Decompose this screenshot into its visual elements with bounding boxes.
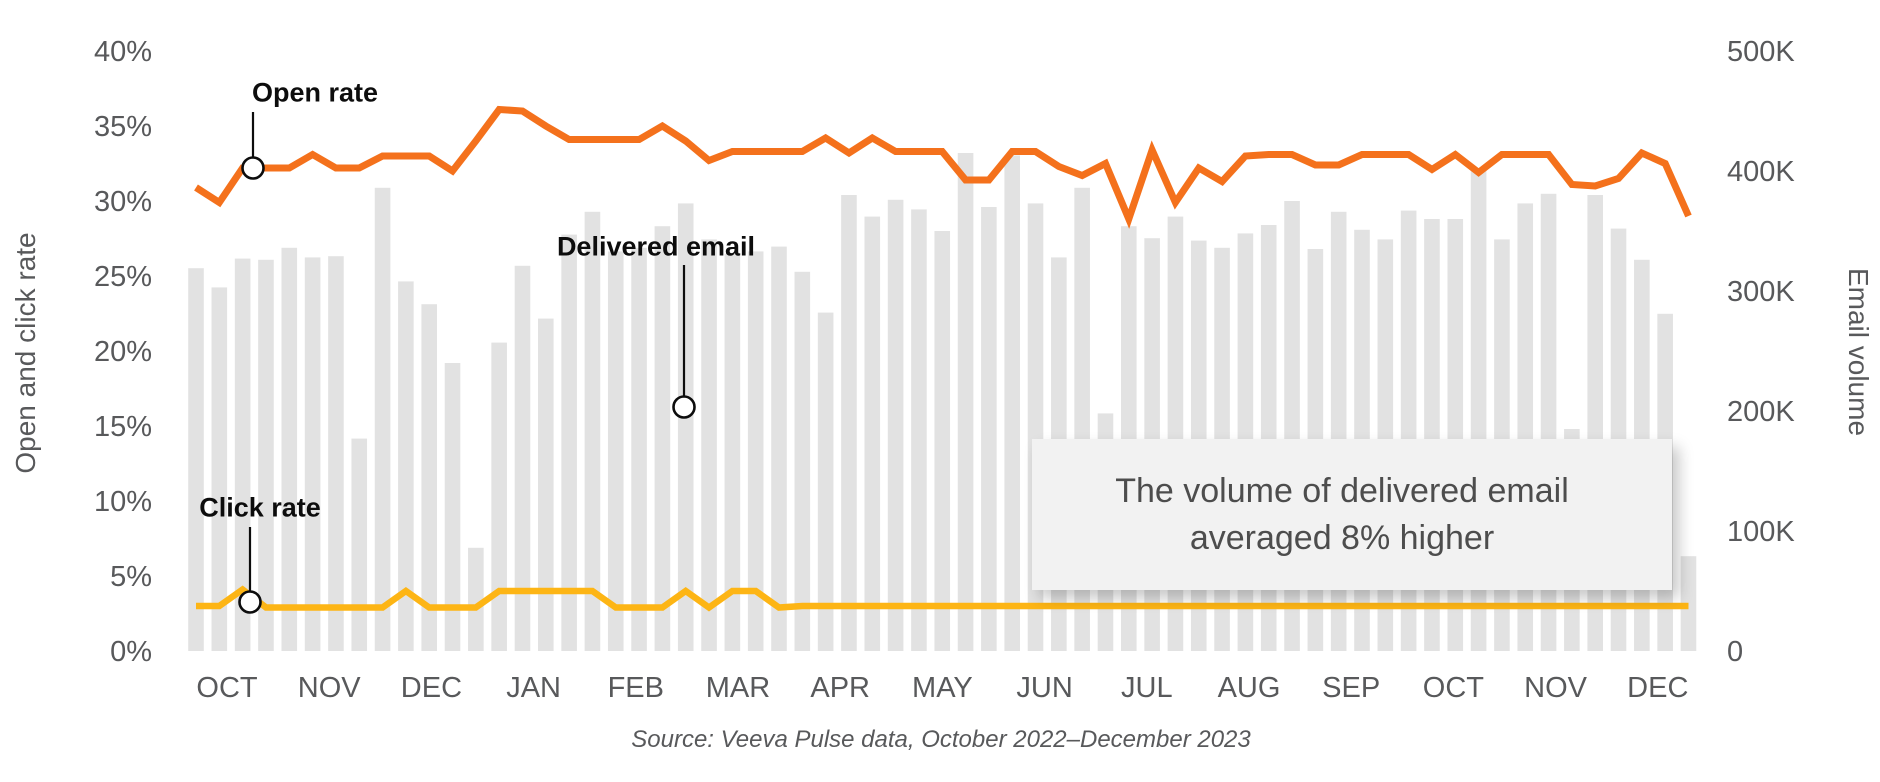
right-axis-tick-label: 100K (1727, 516, 1795, 548)
delivered-email-bar (351, 438, 368, 651)
delivered-email-bar (887, 199, 904, 652)
delivered-email-bar (304, 257, 321, 651)
delivered-email-bar (701, 239, 717, 651)
right-axis-tick-label: 400K (1727, 156, 1795, 188)
delivered-email-bar (374, 187, 391, 652)
left-axis-tick-label: 0% (110, 636, 152, 668)
delivered-email-bar (398, 281, 414, 651)
left-axis-tick-label: 15% (94, 411, 152, 443)
callout-box: The volume of delivered email averaged 8… (1032, 439, 1672, 590)
open-rate-annotation-label: Open rate (251, 77, 379, 108)
callout-line2: averaged 8% higher (1189, 518, 1495, 557)
callout-line1: The volume of delivered email (1115, 471, 1569, 510)
month-label: NOV (298, 672, 362, 704)
delivered-email-bar (864, 216, 881, 651)
delivered-email-bar (1004, 155, 1020, 651)
delivered-email-bar (281, 247, 298, 652)
delivered-email-bar (981, 207, 997, 651)
month-label: OCT (1423, 672, 1485, 704)
delivered-email-bar (794, 271, 811, 651)
delivered-email-bar (468, 547, 484, 651)
delivered-email-bar (514, 265, 531, 651)
click-rate-marker-circle (238, 590, 262, 614)
left-axis-tick-label: 20% (94, 336, 152, 368)
click-rate-line (196, 585, 1689, 612)
source-note: Source: Veeva Pulse data, October 2022–D… (631, 726, 1251, 753)
delivered-email-bar (444, 363, 461, 651)
delivered-email-annotation-label: Delivered email (556, 231, 756, 262)
delivered-email-bar (724, 253, 741, 652)
left-axis-tick-label: 10% (94, 486, 152, 518)
month-label: AUG (1218, 672, 1281, 704)
delivered-email-bar (234, 258, 251, 651)
right-axis-title: Email volume (1843, 267, 1874, 437)
delivered-email-bar (817, 312, 834, 651)
month-label: JUN (1016, 672, 1072, 704)
month-label: JAN (506, 672, 561, 704)
month-label: SEP (1322, 672, 1380, 704)
delivered-email-marker-circle (672, 395, 696, 419)
month-label: DEC (401, 672, 462, 704)
left-axis-title: Open and click rate (10, 232, 41, 474)
right-axis-tick-label: 500K (1727, 36, 1795, 68)
open-rate-marker-circle (241, 156, 265, 180)
month-label: DEC (1627, 672, 1688, 704)
month-label: NOV (1524, 672, 1588, 704)
delivered-email-bar (421, 304, 437, 651)
month-label: OCT (196, 672, 258, 704)
month-label: APR (810, 672, 870, 704)
delivered-email-bar (561, 234, 577, 651)
delivered-email-bar (747, 251, 764, 651)
delivered-email-bar (328, 256, 344, 651)
delivered-email-bar (538, 318, 554, 651)
delivered-email-bar (841, 195, 857, 651)
delivered-email-bar (771, 246, 787, 651)
delivered-email-bar (607, 251, 624, 651)
left-axis-tick-label: 35% (94, 111, 152, 143)
delivered-email-bar (211, 287, 228, 651)
left-axis-tick-label: 5% (110, 561, 152, 593)
delivered-email-bar (491, 342, 507, 651)
delivered-email-bar (911, 209, 927, 651)
right-axis-tick-label: 300K (1727, 276, 1795, 308)
month-label: MAY (912, 672, 973, 704)
delivered-email-bar (957, 153, 974, 651)
delivered-email-bar (188, 268, 204, 651)
month-label: FEB (608, 672, 664, 704)
delivered-email-bar (934, 231, 951, 651)
delivered-email-bar (677, 203, 694, 651)
month-label: MAR (706, 672, 770, 704)
delivered-email-bar (584, 211, 601, 652)
right-axis-tick-label: 200K (1727, 396, 1795, 428)
right-axis-tick-label: 0 (1727, 636, 1743, 668)
delivered-email-bar (258, 259, 274, 651)
delivered-email-bar (631, 247, 647, 652)
delivered-email-bar (654, 226, 671, 651)
left-axis-tick-label: 30% (94, 186, 152, 218)
month-label: JUL (1121, 672, 1173, 704)
click-rate-annotation-label: Click rate (199, 492, 321, 523)
left-axis-tick-label: 40% (94, 36, 152, 68)
open-rate-line (194, 105, 1692, 229)
left-axis-tick-label: 25% (94, 261, 152, 293)
